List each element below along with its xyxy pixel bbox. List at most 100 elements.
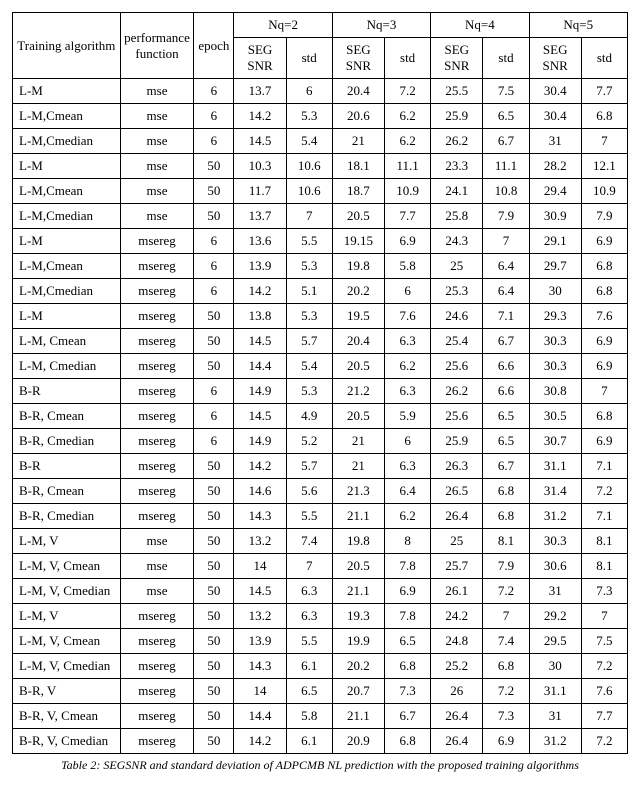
cell-segsnr: 30.3 bbox=[529, 329, 581, 354]
cell-epoch: 6 bbox=[194, 404, 234, 429]
cell-segsnr: 24.3 bbox=[431, 229, 483, 254]
cell-std: 7.3 bbox=[483, 704, 529, 729]
cell-segsnr: 14.5 bbox=[234, 404, 286, 429]
cell-segsnr: 14.2 bbox=[234, 104, 286, 129]
cell-std: 6.3 bbox=[286, 579, 332, 604]
cell-segsnr: 21.1 bbox=[332, 504, 384, 529]
cell-epoch: 50 bbox=[194, 204, 234, 229]
cell-segsnr: 26.5 bbox=[431, 479, 483, 504]
cell-segsnr: 13.8 bbox=[234, 304, 286, 329]
cell-perf-func: msereg bbox=[120, 479, 194, 504]
cell-std: 5.7 bbox=[286, 454, 332, 479]
cell-std: 7.5 bbox=[483, 79, 529, 104]
cell-segsnr: 30.5 bbox=[529, 404, 581, 429]
cell-std: 6.9 bbox=[385, 579, 431, 604]
cell-std: 6.3 bbox=[286, 604, 332, 629]
cell-std: 7.6 bbox=[581, 679, 627, 704]
cell-segsnr: 29.5 bbox=[529, 629, 581, 654]
cell-epoch: 50 bbox=[194, 454, 234, 479]
cell-std: 11.1 bbox=[385, 154, 431, 179]
cell-std: 6 bbox=[385, 429, 431, 454]
cell-segsnr: 23.3 bbox=[431, 154, 483, 179]
table-row: L-Mmse5010.310.618.111.123.311.128.212.1 bbox=[13, 154, 628, 179]
cell-segsnr: 20.4 bbox=[332, 329, 384, 354]
cell-std: 6.7 bbox=[483, 454, 529, 479]
cell-segsnr: 21.1 bbox=[332, 704, 384, 729]
cell-epoch: 50 bbox=[194, 504, 234, 529]
col-group-nq3: Nq=3 bbox=[332, 13, 430, 38]
cell-std: 6.7 bbox=[385, 704, 431, 729]
cell-algorithm: L-M, V bbox=[13, 604, 121, 629]
cell-algorithm: L-M, V, Cmedian bbox=[13, 654, 121, 679]
cell-perf-func: msereg bbox=[120, 704, 194, 729]
cell-perf-func: msereg bbox=[120, 604, 194, 629]
cell-segsnr: 21.2 bbox=[332, 379, 384, 404]
cell-segsnr: 19.9 bbox=[332, 629, 384, 654]
cell-segsnr: 24.8 bbox=[431, 629, 483, 654]
col-segsnr: SEG SNR bbox=[332, 38, 384, 79]
col-segsnr: SEG SNR bbox=[529, 38, 581, 79]
cell-std: 6.3 bbox=[385, 454, 431, 479]
cell-std: 7.2 bbox=[581, 729, 627, 754]
cell-algorithm: L-M bbox=[13, 79, 121, 104]
cell-std: 7.2 bbox=[581, 479, 627, 504]
cell-segsnr: 13.6 bbox=[234, 229, 286, 254]
table-row: L-M, Vmsereg5013.26.319.37.824.2729.27 bbox=[13, 604, 628, 629]
cell-segsnr: 14.2 bbox=[234, 454, 286, 479]
cell-epoch: 50 bbox=[194, 729, 234, 754]
table-row: L-M, V, Cmedianmsereg5014.36.120.26.825.… bbox=[13, 654, 628, 679]
cell-std: 6.9 bbox=[581, 429, 627, 454]
cell-segsnr: 14.4 bbox=[234, 354, 286, 379]
cell-segsnr: 19.5 bbox=[332, 304, 384, 329]
cell-std: 7.9 bbox=[483, 204, 529, 229]
cell-perf-func: mse bbox=[120, 554, 194, 579]
cell-segsnr: 30 bbox=[529, 654, 581, 679]
cell-segsnr: 18.7 bbox=[332, 179, 384, 204]
cell-segsnr: 30.3 bbox=[529, 354, 581, 379]
cell-epoch: 6 bbox=[194, 254, 234, 279]
cell-std: 6.8 bbox=[581, 404, 627, 429]
col-std: std bbox=[581, 38, 627, 79]
cell-std: 7.7 bbox=[581, 79, 627, 104]
cell-std: 5.3 bbox=[286, 254, 332, 279]
cell-segsnr: 24.1 bbox=[431, 179, 483, 204]
cell-std: 7.5 bbox=[581, 629, 627, 654]
cell-segsnr: 25.6 bbox=[431, 404, 483, 429]
cell-std: 6.8 bbox=[483, 504, 529, 529]
cell-algorithm: L-M, V bbox=[13, 529, 121, 554]
cell-algorithm: B-R, Cmedian bbox=[13, 504, 121, 529]
table-row: L-Mmse613.7620.47.225.57.530.47.7 bbox=[13, 79, 628, 104]
cell-segsnr: 29.2 bbox=[529, 604, 581, 629]
table-row: B-R, Cmedianmsereg614.95.221625.96.530.7… bbox=[13, 429, 628, 454]
cell-segsnr: 25.2 bbox=[431, 654, 483, 679]
cell-epoch: 50 bbox=[194, 354, 234, 379]
cell-std: 6.9 bbox=[581, 329, 627, 354]
cell-segsnr: 28.2 bbox=[529, 154, 581, 179]
table-row: B-R, Vmsereg50146.520.77.3267.231.17.6 bbox=[13, 679, 628, 704]
cell-std: 6.9 bbox=[581, 229, 627, 254]
cell-epoch: 50 bbox=[194, 579, 234, 604]
cell-segsnr: 14.2 bbox=[234, 729, 286, 754]
cell-segsnr: 31 bbox=[529, 579, 581, 604]
table-row: L-M,Cmedianmse614.55.4216.226.26.7317 bbox=[13, 129, 628, 154]
cell-std: 7.3 bbox=[581, 579, 627, 604]
cell-segsnr: 29.4 bbox=[529, 179, 581, 204]
cell-segsnr: 26.3 bbox=[431, 454, 483, 479]
cell-algorithm: L-M, V, Cmean bbox=[13, 554, 121, 579]
cell-std: 6.2 bbox=[385, 504, 431, 529]
cell-segsnr: 13.7 bbox=[234, 204, 286, 229]
cell-segsnr: 14 bbox=[234, 679, 286, 704]
cell-epoch: 6 bbox=[194, 229, 234, 254]
cell-segsnr: 20.7 bbox=[332, 679, 384, 704]
cell-std: 7 bbox=[286, 204, 332, 229]
cell-std: 8.1 bbox=[581, 554, 627, 579]
cell-segsnr: 25 bbox=[431, 254, 483, 279]
cell-algorithm: L-M bbox=[13, 304, 121, 329]
cell-perf-func: msereg bbox=[120, 429, 194, 454]
cell-segsnr: 21 bbox=[332, 429, 384, 454]
cell-segsnr: 13.9 bbox=[234, 254, 286, 279]
cell-segsnr: 21 bbox=[332, 454, 384, 479]
cell-std: 10.8 bbox=[483, 179, 529, 204]
cell-algorithm: B-R, Cmean bbox=[13, 479, 121, 504]
cell-std: 7.4 bbox=[483, 629, 529, 654]
